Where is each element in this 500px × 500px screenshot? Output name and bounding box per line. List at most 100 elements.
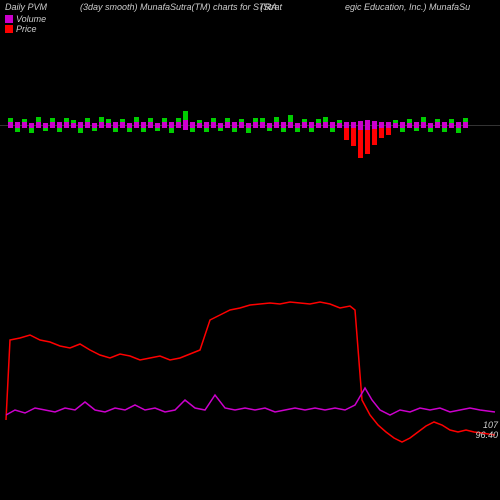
volume-bar-ext [92, 128, 97, 131]
volume-bar-magenta [302, 122, 307, 128]
volume-bar-ext [463, 118, 468, 122]
volume-bar-ext [365, 130, 370, 154]
volume-bar-magenta [253, 122, 258, 128]
volume-bar-ext [351, 128, 356, 146]
volume-bar-ext [162, 118, 167, 122]
volume-bar-ext [288, 115, 293, 122]
volume-bar-magenta [99, 122, 104, 128]
volume-bar-magenta [85, 122, 90, 128]
volume-bar-ext [295, 128, 300, 132]
volume-bar-ext [309, 128, 314, 132]
volume-bar-ext [204, 128, 209, 132]
volume-bar-magenta [449, 123, 454, 128]
volume-bar-magenta [316, 123, 321, 128]
volume-bar-ext [344, 128, 349, 140]
volume-bar-ext [183, 111, 188, 120]
volume-bar-magenta [176, 122, 181, 128]
volume-bar-ext [449, 119, 454, 123]
volume-bar-ext [15, 128, 20, 132]
volume-bar-magenta [197, 123, 202, 128]
volume-bar-ext [197, 120, 202, 123]
volume-bar-magenta [323, 122, 328, 128]
volume-bar-magenta [8, 122, 13, 128]
volume-bar-magenta [50, 122, 55, 128]
volume-bar-ext [218, 128, 223, 131]
volume-bar-ext [225, 118, 230, 122]
volume-bar-ext [246, 128, 251, 133]
volume-bar-ext [337, 120, 342, 123]
header-seg4: egic Education, Inc.) MunafaSu [345, 2, 470, 12]
volume-bar-ext [267, 128, 272, 131]
volume-bar-magenta [372, 121, 377, 129]
volume-bar-ext [442, 128, 447, 132]
volume-bar-magenta [274, 122, 279, 128]
volume-bar-magenta [162, 122, 167, 128]
volume-bar-ext [190, 128, 195, 132]
volume-bar-ext [316, 119, 321, 123]
volume-bar-magenta [435, 122, 440, 128]
volume-bar-magenta [120, 122, 125, 128]
volume-bar-ext [414, 128, 419, 131]
price-panel: 10796.40 [0, 260, 500, 480]
volume-bar-ext [435, 119, 440, 122]
volume-bar-ext [386, 128, 391, 135]
volume-bar-magenta [64, 122, 69, 128]
volume-bar-magenta [22, 122, 27, 128]
volume-bar-ext [379, 128, 384, 138]
volume-bar-ext [85, 118, 90, 122]
volume-bar-ext [400, 128, 405, 132]
volume-bar-magenta [288, 122, 293, 128]
volume-bar-ext [358, 130, 363, 158]
legend-volume: Volume [5, 14, 46, 24]
volume-panel [0, 80, 500, 170]
volume-bar-ext [253, 118, 258, 122]
volume-bar-ext [36, 117, 41, 122]
volume-bar-magenta [358, 121, 363, 130]
volume-bar-ext [127, 128, 132, 132]
volume-bar-ext [148, 118, 153, 122]
volume-bar-magenta [260, 122, 265, 128]
volume-bar-ext [169, 128, 174, 133]
volume-bar-magenta [463, 122, 468, 128]
volume-bar-magenta [183, 120, 188, 130]
volume-bar-ext [29, 128, 34, 133]
volume-bar-ext [281, 128, 286, 132]
volume-bar-magenta [211, 122, 216, 128]
volume-bar-magenta [239, 122, 244, 128]
volume-bar-magenta [106, 123, 111, 128]
volume-bar-ext [323, 117, 328, 122]
volume-bar-magenta [407, 123, 412, 128]
volume-bar-ext [64, 118, 69, 122]
volume-bar-ext [393, 120, 398, 123]
volume-bar-ext [106, 119, 111, 123]
volume-bar-ext [428, 128, 433, 132]
volume-bar-magenta [148, 122, 153, 128]
volume-bar-magenta [393, 123, 398, 128]
volume-bar-ext [57, 128, 62, 132]
volume-bar-magenta [365, 120, 370, 130]
price-axis-label: 96.40 [475, 430, 498, 440]
volume-bar-magenta [337, 123, 342, 128]
volume-bar-ext [232, 128, 237, 132]
volume-bar-ext [155, 128, 160, 131]
volume-bar-magenta [421, 122, 426, 128]
volume-bar-magenta [134, 122, 139, 128]
volume-bar-ext [8, 118, 13, 122]
volume-bar-ext [260, 118, 265, 122]
header-seg3: (Strat [260, 2, 282, 12]
volume-bar-ext [71, 120, 76, 123]
volume-bar-ext [134, 117, 139, 122]
volume-bar-ext [176, 118, 181, 122]
volume-bar-ext [78, 128, 83, 133]
volume-bar-ext [211, 118, 216, 122]
volume-bar-ext [141, 128, 146, 132]
volume-bar-ext [302, 119, 307, 122]
volume-bar-magenta [225, 122, 230, 128]
price-axis-label: 107 [483, 420, 498, 430]
volume-bar-ext [50, 118, 55, 122]
price-swatch [5, 25, 13, 33]
volume-bar-ext [372, 129, 377, 145]
volume-bar-ext [274, 117, 279, 122]
volume-bar-ext [99, 117, 104, 122]
volume-bar-ext [407, 119, 412, 123]
